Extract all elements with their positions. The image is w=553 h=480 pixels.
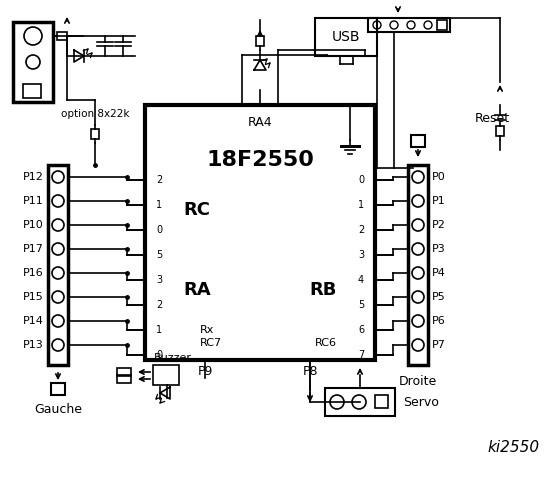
- Text: P5: P5: [432, 292, 446, 302]
- Text: option 8x22k: option 8x22k: [61, 109, 129, 119]
- Text: ki2550: ki2550: [488, 440, 540, 455]
- Text: P0: P0: [432, 172, 446, 182]
- Text: RC6: RC6: [315, 338, 337, 348]
- Text: 3: 3: [358, 250, 364, 260]
- Text: P4: P4: [432, 268, 446, 278]
- Text: RC: RC: [183, 201, 210, 219]
- Text: 1: 1: [156, 200, 162, 210]
- Bar: [145, 105, 375, 360]
- Text: RA: RA: [183, 281, 211, 299]
- Text: P14: P14: [23, 316, 44, 326]
- Text: 1: 1: [156, 325, 162, 335]
- Text: P16: P16: [23, 268, 44, 278]
- Text: 0: 0: [358, 175, 364, 185]
- Text: 7: 7: [358, 350, 364, 360]
- Text: 6: 6: [358, 325, 364, 335]
- Bar: [437, 20, 447, 30]
- Text: Servo: Servo: [403, 396, 439, 408]
- Text: 4: 4: [358, 275, 364, 285]
- Text: P11: P11: [23, 196, 44, 206]
- Text: P1: P1: [432, 196, 446, 206]
- Bar: [411, 135, 425, 147]
- Text: P17: P17: [23, 244, 44, 254]
- Text: Gauche: Gauche: [34, 403, 82, 416]
- Bar: [408, 165, 428, 365]
- Text: 0: 0: [156, 350, 162, 360]
- Bar: [256, 36, 264, 46]
- Text: P15: P15: [23, 292, 44, 302]
- Text: 5: 5: [358, 300, 364, 310]
- Text: RB: RB: [310, 281, 337, 299]
- Text: P13: P13: [23, 340, 44, 350]
- Text: 2: 2: [358, 225, 364, 235]
- Text: P8: P8: [302, 365, 318, 378]
- Text: Droite: Droite: [399, 375, 437, 388]
- Text: 2: 2: [156, 300, 162, 310]
- Bar: [57, 32, 67, 40]
- Text: RA4: RA4: [248, 117, 272, 130]
- Text: 0: 0: [156, 225, 162, 235]
- Text: USB: USB: [332, 30, 360, 44]
- Text: P10: P10: [23, 220, 44, 230]
- Bar: [13, 22, 53, 102]
- Text: 1: 1: [358, 200, 364, 210]
- Text: Rx: Rx: [200, 325, 215, 335]
- Text: 18F2550: 18F2550: [206, 150, 314, 170]
- Text: 2: 2: [156, 175, 162, 185]
- Bar: [496, 126, 504, 136]
- Text: 3: 3: [156, 275, 162, 285]
- Text: P6: P6: [432, 316, 446, 326]
- Bar: [117, 368, 131, 376]
- Bar: [325, 388, 395, 416]
- Text: P3: P3: [432, 244, 446, 254]
- Bar: [153, 365, 179, 385]
- Text: RC7: RC7: [200, 338, 222, 348]
- Bar: [375, 395, 388, 408]
- Bar: [51, 383, 65, 395]
- Text: Reset: Reset: [475, 111, 510, 124]
- Text: P7: P7: [432, 340, 446, 350]
- Bar: [117, 375, 131, 383]
- Bar: [91, 129, 99, 139]
- Text: 5: 5: [156, 250, 162, 260]
- Text: Buzzer: Buzzer: [154, 353, 192, 363]
- Text: P9: P9: [197, 365, 213, 378]
- Bar: [23, 84, 41, 98]
- Bar: [368, 18, 450, 32]
- Text: P12: P12: [23, 172, 44, 182]
- Bar: [315, 18, 377, 56]
- Bar: [48, 165, 68, 365]
- Text: P2: P2: [432, 220, 446, 230]
